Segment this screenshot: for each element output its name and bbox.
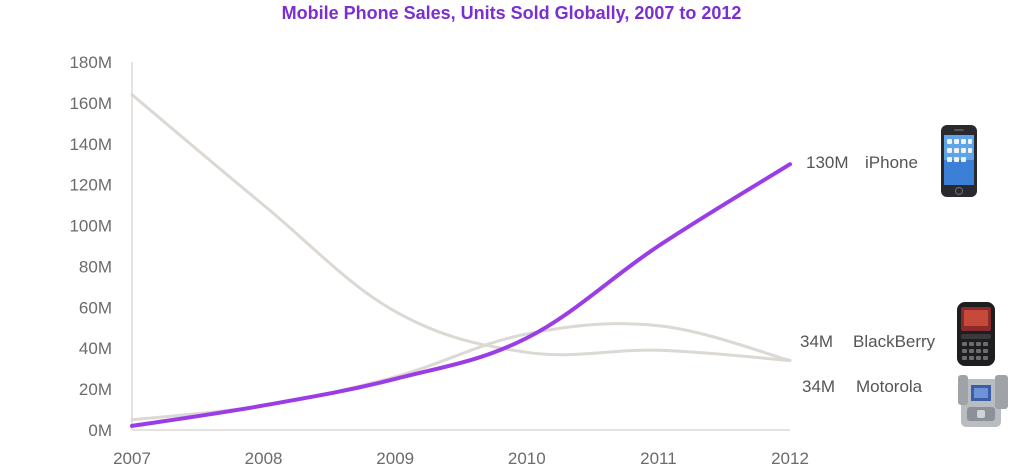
chart-title: Mobile Phone Sales, Units Sold Globally,… — [281, 3, 742, 23]
series-name-label: Motorola — [856, 377, 923, 396]
end-value-label: 34M — [802, 377, 835, 396]
x-tick-label: 2010 — [508, 449, 546, 468]
axes — [131, 62, 790, 431]
y-tick-label: 180M — [69, 53, 112, 72]
y-tick-label: 40M — [79, 339, 112, 358]
x-tick-label: 2011 — [640, 449, 677, 468]
y-tick-label: 140M — [69, 135, 112, 154]
y-axis-ticks: 0M 20M 40M 60M 80M 100M 120M 140M 160M 180M — [69, 53, 112, 440]
series-line-iphone — [130, 162, 792, 428]
y-tick-label: 20M — [79, 380, 112, 399]
x-tick-label: 2007 — [113, 449, 151, 468]
x-tick-label: 2009 — [376, 449, 414, 468]
series-name-label: BlackBerry — [853, 332, 936, 351]
end-value-label: 130M — [806, 153, 849, 172]
y-tick-label: 160M — [69, 94, 112, 113]
series-lines — [130, 93, 792, 428]
end-value-label: 34M — [800, 332, 833, 351]
y-tick-label: 60M — [79, 298, 112, 317]
end-labels: 130M iPhone 34M BlackBerry 34M Motorola — [800, 153, 936, 396]
y-tick-label: 100M — [69, 217, 112, 236]
y-tick-label: 80M — [79, 257, 112, 276]
iphone-icon — [941, 125, 977, 197]
y-tick-label: 120M — [69, 176, 112, 195]
series-line-motorola — [130, 93, 792, 362]
series-name-label: iPhone — [865, 153, 918, 172]
x-tick-label: 2012 — [771, 449, 809, 468]
y-tick-label: 0M — [88, 421, 112, 440]
motorola-flip-phone-icon — [958, 375, 1008, 427]
x-tick-label: 2008 — [245, 449, 283, 468]
x-axis-ticks: 2007 2008 2009 2010 2011 2012 — [113, 449, 809, 468]
blackberry-phone-icon — [957, 302, 995, 366]
